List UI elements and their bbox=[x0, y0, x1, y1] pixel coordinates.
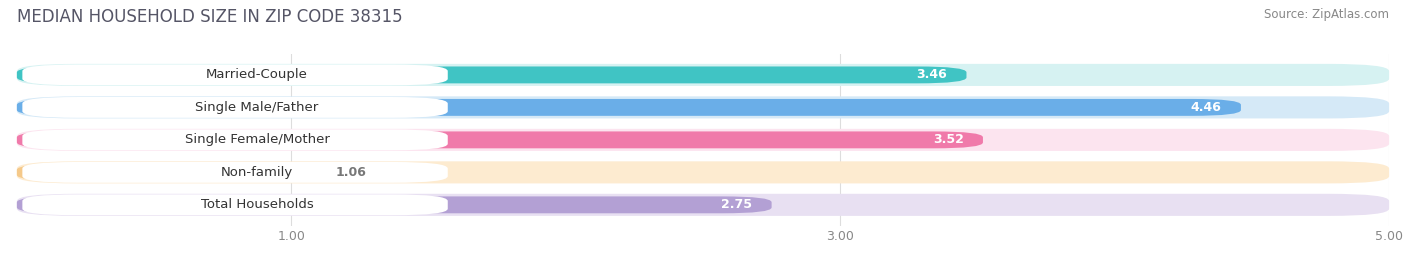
Text: 3.52: 3.52 bbox=[932, 133, 963, 146]
Text: Total Households: Total Households bbox=[201, 198, 314, 211]
FancyBboxPatch shape bbox=[22, 97, 447, 118]
Text: Single Female/Mother: Single Female/Mother bbox=[184, 133, 329, 146]
Text: Married-Couple: Married-Couple bbox=[207, 68, 308, 82]
Text: 4.46: 4.46 bbox=[1191, 101, 1222, 114]
FancyBboxPatch shape bbox=[17, 64, 1389, 86]
FancyBboxPatch shape bbox=[22, 129, 447, 150]
Text: Source: ZipAtlas.com: Source: ZipAtlas.com bbox=[1264, 8, 1389, 21]
Text: Non-family: Non-family bbox=[221, 166, 292, 179]
FancyBboxPatch shape bbox=[17, 194, 1389, 216]
FancyBboxPatch shape bbox=[17, 196, 772, 213]
FancyBboxPatch shape bbox=[17, 164, 308, 181]
FancyBboxPatch shape bbox=[17, 132, 983, 148]
Text: 2.75: 2.75 bbox=[721, 198, 752, 211]
Text: 3.46: 3.46 bbox=[917, 68, 948, 82]
FancyBboxPatch shape bbox=[22, 162, 447, 183]
FancyBboxPatch shape bbox=[17, 129, 1389, 151]
FancyBboxPatch shape bbox=[22, 194, 447, 215]
FancyBboxPatch shape bbox=[17, 66, 966, 83]
FancyBboxPatch shape bbox=[17, 96, 1389, 118]
FancyBboxPatch shape bbox=[17, 161, 1389, 183]
FancyBboxPatch shape bbox=[17, 99, 1241, 116]
Text: Single Male/Father: Single Male/Father bbox=[195, 101, 319, 114]
Text: 1.06: 1.06 bbox=[335, 166, 366, 179]
FancyBboxPatch shape bbox=[22, 65, 447, 85]
Text: MEDIAN HOUSEHOLD SIZE IN ZIP CODE 38315: MEDIAN HOUSEHOLD SIZE IN ZIP CODE 38315 bbox=[17, 8, 402, 26]
